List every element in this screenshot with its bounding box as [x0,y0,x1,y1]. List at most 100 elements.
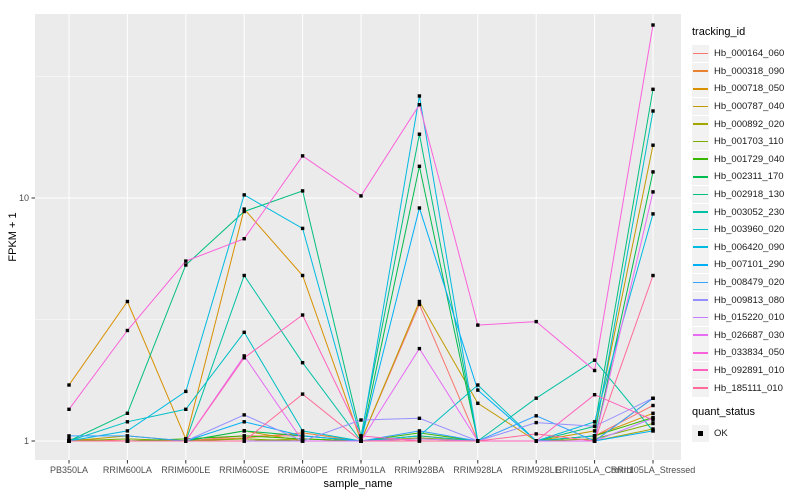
legend-item-Hb_092891_010: Hb_092891_010 [692,361,798,380]
legend-item-label: Hb_002311_170 [714,171,784,183]
data-point-Hb_185111_010 [300,392,305,396]
legend-item-ok-label: OK [714,428,728,440]
data-point-Hb_003052_230 [242,273,246,278]
x-tick-label: RRIM600PE [278,465,328,475]
data-point-Hb_185111_010 [67,439,71,443]
data-point-Hb_185111_010 [592,439,597,443]
data-point-Hb_006420_090 [184,389,188,394]
data-point-Hb_000787_040 [417,299,422,304]
data-point-Hb_001703_110 [242,437,246,441]
legend-item-Hb_000164_060: Hb_000164_060 [692,45,798,63]
series-color-line-icon [693,87,708,90]
data-point-Hb_008479_020 [125,434,130,438]
series-color-line-icon [693,387,708,389]
data-point-Hb_185111_010 [476,439,480,443]
legend-item-Hb_015220_010: Hb_015220_010 [692,309,798,327]
data-point-Hb_092891_010 [359,434,363,438]
legend-item-Hb_006420_090: Hb_006420_090 [692,238,798,257]
data-point-Hb_003960_020 [476,383,480,387]
data-point-Hb_001729_040 [184,437,188,441]
series-color-line-icon [693,299,708,301]
series-color-line-icon [693,351,708,354]
data-point-Hb_000318_090 [300,431,305,435]
data-point-Hb_000164_060 [417,302,422,307]
legend-title-quant-status: quant_status [692,405,755,418]
data-point-Hb_006420_090 [242,193,246,197]
legend-item-label: Hb_001729_040 [714,153,785,165]
series-color-line-icon [693,158,708,161]
data-point-Hb_000718_050 [651,411,655,415]
legend-item-Hb_185111_010: Hb_185111_010 [692,379,798,397]
data-point-Hb_000787_040 [592,429,597,433]
line-key-icon [692,186,709,204]
data-point-Hb_000892_020 [651,427,655,431]
legend-item-label: Hb_003052_230 [714,206,785,218]
legend-item-Hb_007101_290: Hb_007101_290 [692,256,798,274]
data-point-Hb_002918_130 [417,132,422,136]
data-point-Hb_026687_030 [242,354,246,358]
legend-item-label: Hb_003960_020 [714,224,785,236]
data-point-Hb_185111_010 [359,439,363,443]
data-point-Hb_008479_020 [67,434,71,438]
black-square-point-icon [697,430,704,437]
data-point-Hb_092891_010 [651,418,655,422]
data-point-Hb_000787_040 [651,143,655,147]
data-point-Hb_033834_050 [125,328,130,333]
series-color-line-icon [693,52,708,55]
legend-item-Hb_008479_020: Hb_008479_020 [692,274,798,292]
data-point-Hb_002918_130 [184,263,188,267]
data-point-Hb_185111_010 [242,439,246,443]
line-key-icon [692,326,709,344]
data-point-Hb_001729_040 [242,434,246,438]
y-axis-title: FPKM + 1 [7,212,19,262]
x-axis-title: sample_name [323,478,393,490]
data-point-Hb_009813_080 [592,424,597,428]
x-tick-label: RRIM600SE [219,465,269,475]
data-point-Hb_007101_290 [417,206,422,210]
line-key-icon [692,274,709,292]
data-point-Hb_007101_290 [476,388,480,392]
data-point-Hb_002918_130 [125,411,130,415]
series-color-line-icon [693,175,708,178]
data-point-Hb_000718_050 [67,383,71,387]
line-key-icon [692,62,709,80]
legend-item-Hb_033834_050: Hb_033834_050 [692,344,798,362]
legend-title-tracking-id: tracking_id [692,26,746,38]
line-key-icon [692,238,709,256]
data-point-Hb_033834_050 [359,194,363,198]
data-point-Hb_000718_050 [242,207,246,211]
data-point-Hb_003052_230 [300,361,305,365]
line-key-icon [692,309,709,327]
data-point-Hb_026687_030 [417,346,422,351]
data-point-Hb_007101_290 [242,420,246,424]
data-point-Hb_003960_020 [651,109,655,113]
data-point-Hb_002311_170 [242,429,246,433]
series-color-line-icon [693,263,708,266]
data-point-Hb_000164_060 [67,437,71,441]
data-point-Hb_185111_010 [125,439,130,443]
data-point-Hb_092891_010 [534,439,538,443]
legend-item-Hb_000718_050: Hb_000718_050 [692,80,798,98]
series-color-line-icon [693,70,708,73]
data-point-Hb_007101_290 [300,434,305,438]
data-point-Hb_006420_090 [651,212,655,216]
data-point-Hb_033834_050 [417,103,422,107]
legend-item-Hb_001703_110: Hb_001703_110 [692,133,798,151]
data-point-Hb_003960_020 [300,429,305,433]
x-tick-label: RRIM600LA [103,465,152,475]
legend-item-Hb_002311_170: Hb_002311_170 [692,168,798,186]
legend-item-label: Hb_000318_090 [714,65,785,77]
line-key-icon [692,379,709,397]
legend: tracking_id Hb_000164_060 Hb_000318_090 Hb… [692,26,798,443]
data-point-Hb_033834_050 [184,259,188,263]
data-point-Hb_009813_080 [534,420,538,425]
data-point-Hb_009813_080 [417,416,422,420]
data-point-Hb_002918_130 [242,209,246,214]
legend-item-label: Hb_000718_050 [714,83,785,95]
line-key-icon [692,133,709,151]
legend-item-label: Hb_092891_010 [714,364,785,376]
data-point-Hb_026687_030 [300,439,305,443]
data-point-Hb_033834_050 [67,407,71,411]
data-point-Hb_009813_080 [242,413,246,417]
